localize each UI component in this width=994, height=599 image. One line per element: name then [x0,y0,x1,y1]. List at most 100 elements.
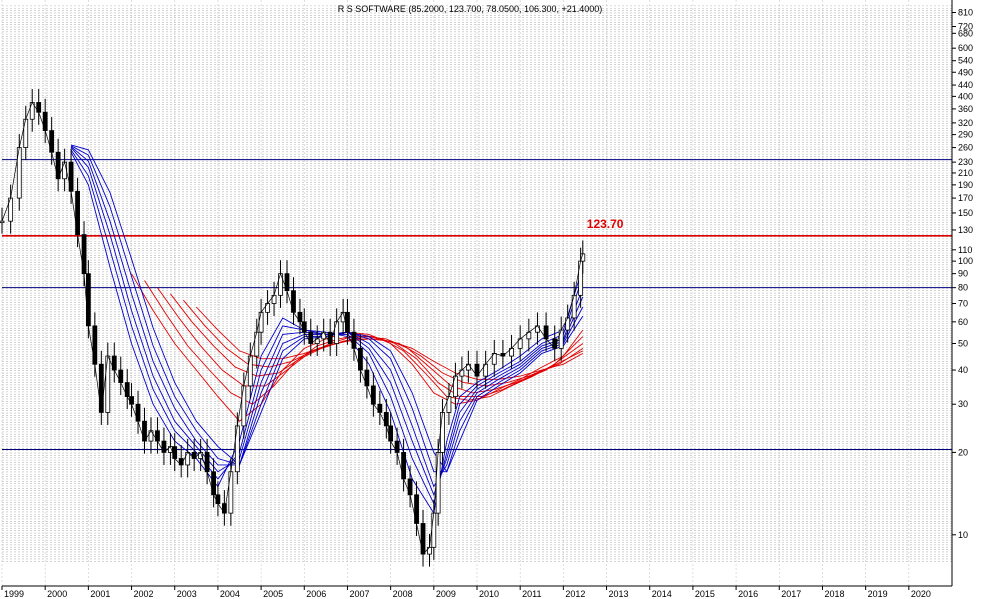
y-tick-label: 440 [958,80,973,90]
price-bar [111,355,117,371]
price-bar [98,363,104,413]
y-tick-label: 230 [958,157,973,167]
price-bar [578,260,584,296]
price-bar [394,440,400,453]
y-tick-label: 110 [958,245,972,255]
axes: 8107206806005404904404003603202902602302… [1,0,973,599]
y-tick-label: 40 [958,365,968,375]
x-tick-label: 2006 [306,589,326,599]
y-tick-label: 30 [958,399,968,409]
x-tick-label: 2011 [522,589,541,599]
price-bar [431,512,437,548]
y-tick-label: 60 [958,317,968,327]
x-tick-label: 2001 [90,589,110,599]
y-tick-label: 320 [958,118,973,128]
price-bar [228,471,234,514]
price-bar [383,412,389,427]
price-bar [62,161,68,180]
y-tick-label: 400 [958,91,973,101]
y-tick-label: 600 [958,43,973,53]
price-bar [234,425,240,473]
price-bar [185,452,191,466]
price-bar [254,331,260,357]
x-tick-label: 2009 [436,589,456,599]
price-bar [135,403,141,422]
y-tick-label: 90 [958,269,968,279]
price-bar [291,290,296,313]
x-tick-label: 2003 [177,589,197,599]
price-bar [118,369,124,383]
price-bar [172,446,178,459]
y-tick-label: 360 [958,104,973,114]
price-bar [440,412,445,453]
price-bar [407,478,413,496]
short-ma-line [70,145,584,473]
price-bar [42,111,48,131]
price-bar [453,375,458,397]
price-bar [435,452,441,514]
horizontal-lines [2,159,952,450]
labels: 123.70 [587,217,624,231]
price-bar [301,321,307,333]
x-tick-label: 2010 [479,589,499,599]
y-tick-label: 70 [958,299,968,309]
price-series [0,89,586,567]
x-tick-label: 2007 [349,589,369,599]
price-annotation: 123.70 [587,217,624,231]
price-bar [351,331,357,349]
price-bar [358,347,363,371]
price-bar [388,425,394,442]
price-bar [36,102,42,113]
price-bar [258,311,264,333]
price-bar [129,396,134,405]
long-ma-line [195,306,584,380]
price-bar [284,273,290,292]
price-bar [155,430,160,442]
x-tick-label: 2004 [220,589,240,599]
price-bar [571,294,577,319]
price-bar [297,311,303,323]
y-tick-label: 100 [958,256,973,266]
y-tick-label: 80 [958,283,968,293]
price-bar [580,253,586,262]
x-tick-label: 2019 [868,589,888,599]
y-tick-label: 210 [958,168,973,178]
price-bar [446,396,452,413]
x-tick-label: 2013 [609,589,629,599]
price-bar [0,220,5,224]
price-bar [215,494,221,505]
y-tick-label: 10 [958,530,968,540]
price-bar [148,430,154,442]
y-tick-label: 260 [958,143,973,153]
price-bar [124,382,130,397]
price-bar [401,452,406,480]
price-bar [345,311,350,333]
x-tick-label: 2008 [393,589,413,599]
y-tick-label: 150 [958,208,973,218]
price-bar [92,325,98,365]
price-bar [49,130,55,153]
price-bar [68,161,74,192]
y-tick-label: 190 [958,180,973,190]
x-tick-label: 1999 [4,589,24,599]
y-tick-label: 540 [958,56,973,66]
x-tick-label: 2014 [652,589,672,599]
y-tick-label: 490 [958,67,973,77]
x-tick-label: 2015 [695,589,715,599]
price-bar [241,385,247,427]
price-bar [334,321,340,344]
price-bar [211,471,216,496]
x-tick-label: 2005 [263,589,283,599]
price-bar [558,329,564,349]
x-tick-label: 2012 [565,589,585,599]
x-tick-label: 2000 [47,589,67,599]
x-tick-label: 2017 [781,589,801,599]
price-line [1,101,584,555]
long-ma-line [170,293,584,394]
price-bar [414,494,419,524]
price-bar [247,355,253,387]
price-bar [420,523,426,555]
x-tick-label: 2002 [134,589,154,599]
